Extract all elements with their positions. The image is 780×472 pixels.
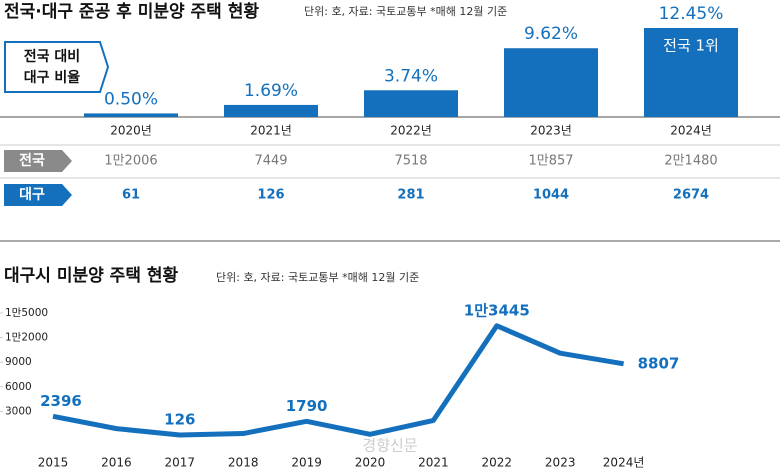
row-tag — [4, 184, 72, 206]
value-label: 3.74% — [384, 66, 438, 86]
y-tick-label: 1만2000 — [5, 332, 48, 344]
table-cell: 7518 — [394, 154, 427, 169]
line — [52, 323, 625, 438]
value-label: 0.50% — [104, 89, 158, 109]
annotation: 전국 1위 — [663, 37, 719, 55]
x-tick-label: 2020 — [355, 456, 386, 470]
x-tick-label: 2019 — [291, 456, 322, 470]
value-label: 126 — [164, 410, 195, 428]
chart-subtitle: 단위: 호, 자료: 국토교통부 *매해 12월 기준 — [216, 270, 419, 284]
value-label: 1.69% — [244, 81, 298, 101]
x-tick-label: 2022년 — [390, 124, 432, 138]
chart-title: 대구시 미분양 주택 현황 — [4, 266, 179, 286]
y-tick-label: 3000 — [5, 405, 32, 417]
table-cell: 61 — [122, 188, 140, 203]
x-tick-label: 2015 — [38, 456, 69, 470]
table-cell: 126 — [257, 188, 284, 203]
bar — [644, 28, 738, 117]
y-tick-label: 1만5000 — [5, 307, 48, 319]
row-label: 전국 — [19, 152, 45, 169]
chart-title: 전국·대구 준공 후 미분양 주택 현황 — [4, 1, 259, 22]
table-cell: 2674 — [673, 188, 709, 203]
bar — [224, 104, 318, 117]
value-label: 8807 — [638, 354, 680, 372]
x-tick-label: 2021 — [418, 456, 449, 470]
row-label: 대구 — [19, 187, 45, 203]
y-tick-label: 6000 — [5, 381, 32, 393]
value-label: 12.45% — [659, 4, 724, 24]
chart-subtitle: 단위: 호, 자료: 국토교통부 *매해 12월 기준 — [304, 4, 507, 18]
x-tick-label: 2016 — [101, 456, 132, 470]
x-tick-label: 2024년 — [603, 456, 645, 470]
ratio-label: 대구 비율 — [24, 69, 81, 86]
table-cell: 7449 — [254, 154, 287, 169]
table-cell: 2만1480 — [664, 154, 717, 169]
bar — [364, 90, 458, 117]
table-cell: 1만857 — [528, 154, 573, 169]
ratio-label-box — [4, 41, 110, 93]
x-tick-label: 2018 — [228, 456, 259, 470]
x-tick-label: 2024년 — [670, 124, 712, 138]
x-tick-label: 2017 — [165, 456, 196, 470]
value-label: 1790 — [286, 397, 328, 415]
x-tick-label: 2023 — [545, 456, 576, 470]
value-label: 9.62% — [524, 24, 578, 44]
y-tick-label: 9000 — [5, 356, 32, 368]
table-cell: 1044 — [533, 188, 569, 203]
bar — [504, 48, 598, 117]
value-label: 1만3445 — [464, 301, 530, 319]
x-tick-label: 2020년 — [110, 124, 152, 138]
x-tick-label: 2021년 — [250, 124, 292, 138]
table-cell: 1만2006 — [104, 154, 157, 169]
ratio-label: 전국 대비 — [24, 48, 80, 65]
bar — [84, 113, 178, 117]
x-tick-label: 2023년 — [530, 124, 572, 138]
watermark: 경향신문 — [362, 437, 417, 455]
value-label: 2396 — [40, 392, 82, 410]
row-tag — [4, 150, 72, 172]
table-cell: 281 — [397, 188, 424, 203]
x-tick-label: 2022 — [482, 456, 513, 470]
